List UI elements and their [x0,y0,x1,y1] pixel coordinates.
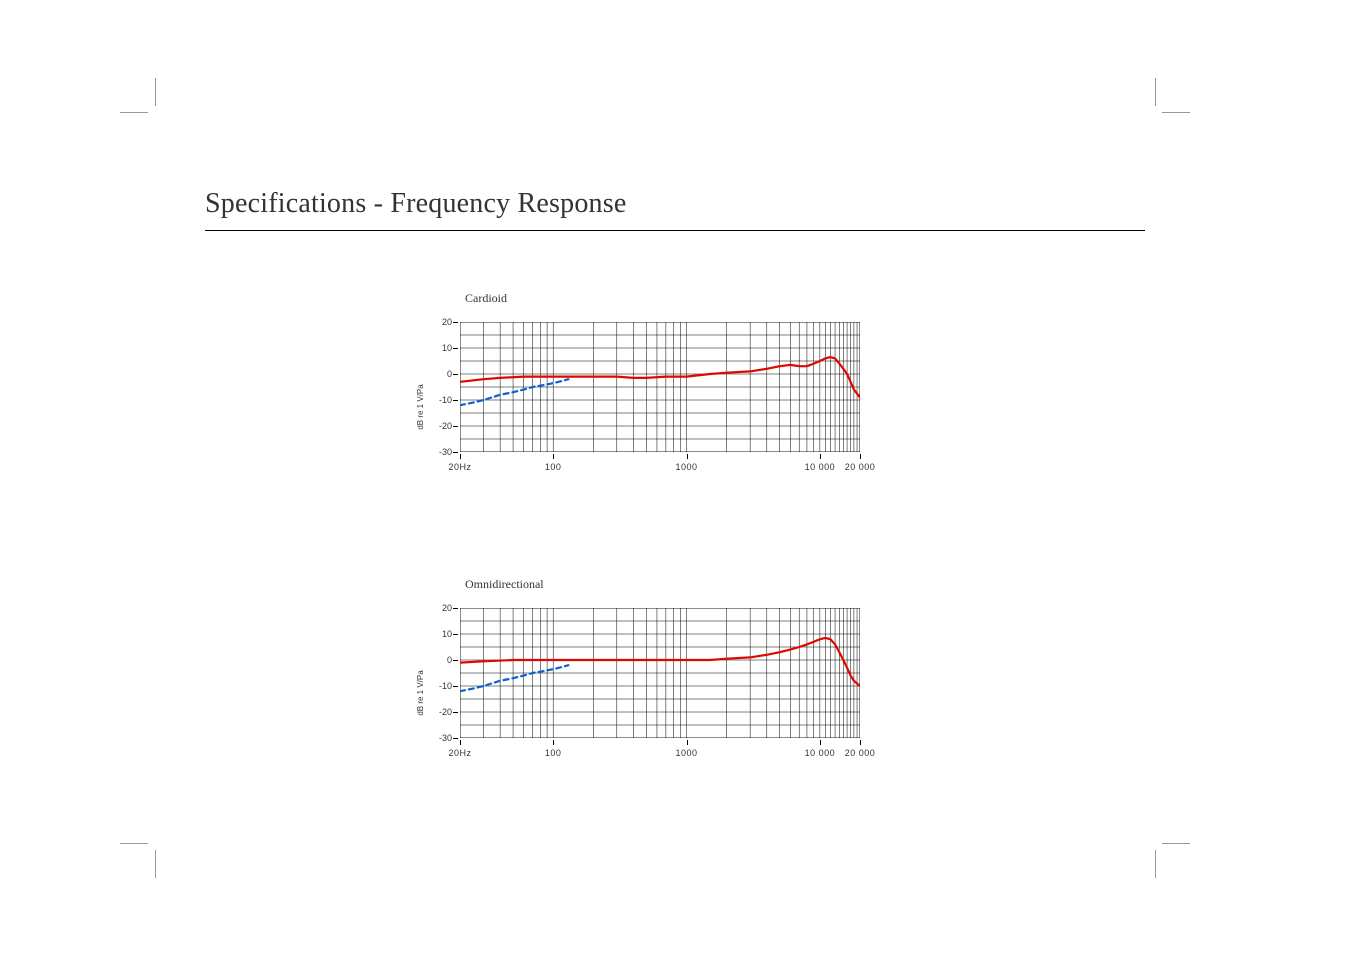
x-tick-mark [860,740,861,745]
y-tick-label: 10 [442,343,452,353]
x-ticks: 20Hz100100010 00020 000 [460,740,860,762]
y-tick-label: -30 [439,447,452,457]
x-tick-mark [553,740,554,745]
y-tick-label: 20 [442,317,452,327]
x-tick-label: 10 000 [805,462,836,472]
x-tick-label: 1000 [676,748,698,758]
x-tick-mark [687,740,688,745]
y-ticks: 20100-10-20-30 [420,608,458,738]
y-tick-label: -20 [439,421,452,431]
y-tick-mark [453,686,458,687]
y-tick-mark [453,712,458,713]
y-tick-mark [453,738,458,739]
y-tick-label: 20 [442,603,452,613]
y-tick-label: -10 [439,395,452,405]
crop-mark [1155,78,1156,106]
y-tick-label: 10 [442,629,452,639]
x-tick-mark [460,740,461,745]
y-tick-mark [453,634,458,635]
charts-host: CardioiddB re 1 V/Pa20100-10-20-3020Hz10… [205,291,1145,778]
plot-area [460,322,860,452]
chart-wrap: dB re 1 V/Pa20100-10-20-3020Hz100100010 … [420,608,870,778]
x-tick-mark [553,454,554,459]
y-tick-mark [453,322,458,323]
x-tick-label: 20Hz [448,748,471,758]
y-tick-mark [453,426,458,427]
x-ticks: 20Hz100100010 00020 000 [460,454,860,476]
x-tick-mark [860,454,861,459]
plot-area [460,608,860,738]
chart-title: Cardioid [465,291,870,306]
crop-mark [155,78,156,106]
y-tick-label: -20 [439,707,452,717]
crop-mark [120,112,148,113]
series-cardioid-main [460,357,860,397]
x-tick-label: 100 [545,462,562,472]
title-rule [205,230,1145,231]
y-tick-label: -30 [439,733,452,743]
chart-title: Omnidirectional [465,577,870,592]
page-title: Specifications - Frequency Response [205,188,1145,220]
crop-mark [120,843,148,844]
y-tick-label: 0 [447,655,452,665]
series-omni-lowcut [460,665,568,691]
page: Specifications - Frequency Response Card… [0,0,1350,954]
y-tick-mark [453,400,458,401]
crop-mark [1162,112,1190,113]
x-tick-label: 20Hz [448,462,471,472]
x-tick-mark [820,454,821,459]
crop-mark [1162,843,1190,844]
x-tick-mark [687,454,688,459]
x-tick-label: 1000 [676,462,698,472]
chart-block: CardioiddB re 1 V/Pa20100-10-20-3020Hz10… [420,291,870,492]
crop-mark [155,850,156,878]
content-area: Specifications - Frequency Response Card… [205,188,1145,778]
y-tick-mark [453,348,458,349]
x-tick-label: 20 000 [845,748,876,758]
x-tick-label: 20 000 [845,462,876,472]
x-tick-mark [820,740,821,745]
chart-wrap: dB re 1 V/Pa20100-10-20-3020Hz100100010 … [420,322,870,492]
y-ticks: 20100-10-20-30 [420,322,458,452]
y-tick-label: -10 [439,681,452,691]
y-tick-mark [453,608,458,609]
x-tick-label: 10 000 [805,748,836,758]
crop-mark [1155,850,1156,878]
series-cardioid-lowcut [460,379,568,405]
y-tick-label: 0 [447,369,452,379]
x-tick-label: 100 [545,748,562,758]
x-tick-mark [460,454,461,459]
y-tick-mark [453,374,458,375]
y-tick-mark [453,452,458,453]
series-omni-main [460,638,860,686]
y-tick-mark [453,660,458,661]
chart-block: OmnidirectionaldB re 1 V/Pa20100-10-20-3… [420,577,870,778]
